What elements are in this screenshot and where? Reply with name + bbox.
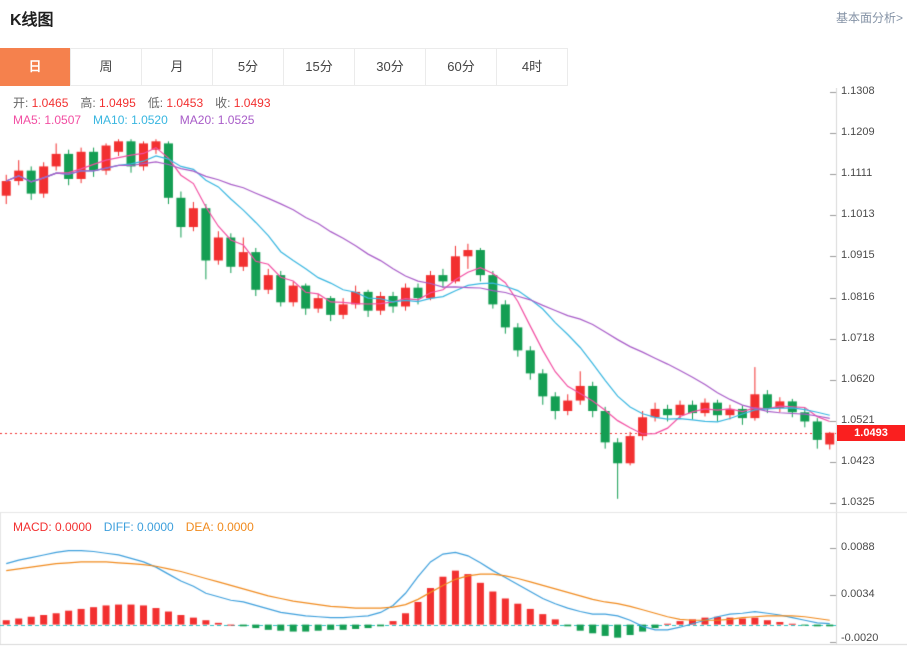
tab-month[interactable]: 月: [141, 48, 213, 86]
tab-60min[interactable]: 60分: [425, 48, 497, 86]
tab-day[interactable]: 日: [0, 48, 71, 86]
y-axis-label: -0.0020: [841, 632, 879, 644]
y-axis-label: 0.0088: [841, 541, 875, 553]
macd-macd-legend: MACD: 0.0000: [13, 520, 92, 534]
tab-week[interactable]: 周: [70, 48, 142, 86]
y-axis-label: 1.0915: [841, 249, 875, 261]
ma-ma20-legend: MA20: 1.0525: [179, 113, 255, 127]
current-price-tag: 1.0493: [837, 425, 905, 441]
y-axis-label: 1.0325: [841, 496, 875, 508]
ohlc-legend: 开: 1.0465 高: 1.0495 低: 1.0453 收: 1.0493: [13, 94, 283, 111]
tab-4hour[interactable]: 4时: [496, 48, 568, 86]
y-axis-label: 1.0816: [841, 291, 875, 303]
y-axis-label: 1.1111: [841, 167, 873, 179]
tab-15min[interactable]: 15分: [283, 48, 355, 86]
ma-legend: MA5: 1.0507 MA10: 1.0520 MA20: 1.0525: [13, 113, 266, 127]
y-axis-label: 1.1209: [841, 126, 875, 138]
y-axis-label: 1.0620: [841, 373, 875, 385]
page-title: K线图: [10, 12, 54, 29]
tab-bar: 日周月 5分 15分 30分 60分 4时: [0, 48, 568, 86]
tab-5min[interactable]: 5分: [212, 48, 284, 86]
ohlc-high-legend: 高: 1.0495: [80, 96, 136, 110]
y-axis-label: 1.0521: [841, 414, 875, 426]
tab-30min[interactable]: 30分: [354, 48, 426, 86]
y-axis-label: 0.0034: [841, 588, 875, 600]
macd-legend: MACD: 0.0000 DIFF: 0.0000 DEA: 0.0000: [13, 520, 266, 534]
ohlc-open-legend: 开: 1.0465: [13, 96, 69, 110]
y-axis-label: 1.1308: [841, 85, 875, 97]
ma-ma10-legend: MA10: 1.0520: [93, 113, 168, 127]
y-axis-label: 1.0718: [841, 332, 875, 344]
macd-dea-legend: DEA: 0.0000: [185, 520, 254, 534]
ma-ma5-legend: MA5: 1.0507: [13, 113, 82, 127]
ohlc-close-legend: 收: 1.0493: [215, 96, 271, 110]
fundamental-analysis-link[interactable]: 基本面分析>: [835, 11, 903, 25]
kline-chart-canvas[interactable]: [0, 88, 907, 647]
ohlc-low-legend: 低: 1.0453: [147, 96, 204, 110]
macd-diff-legend: DIFF: 0.0000: [103, 520, 174, 534]
y-axis-label: 1.0423: [841, 455, 875, 467]
y-axis-label: 1.1013: [841, 208, 875, 220]
